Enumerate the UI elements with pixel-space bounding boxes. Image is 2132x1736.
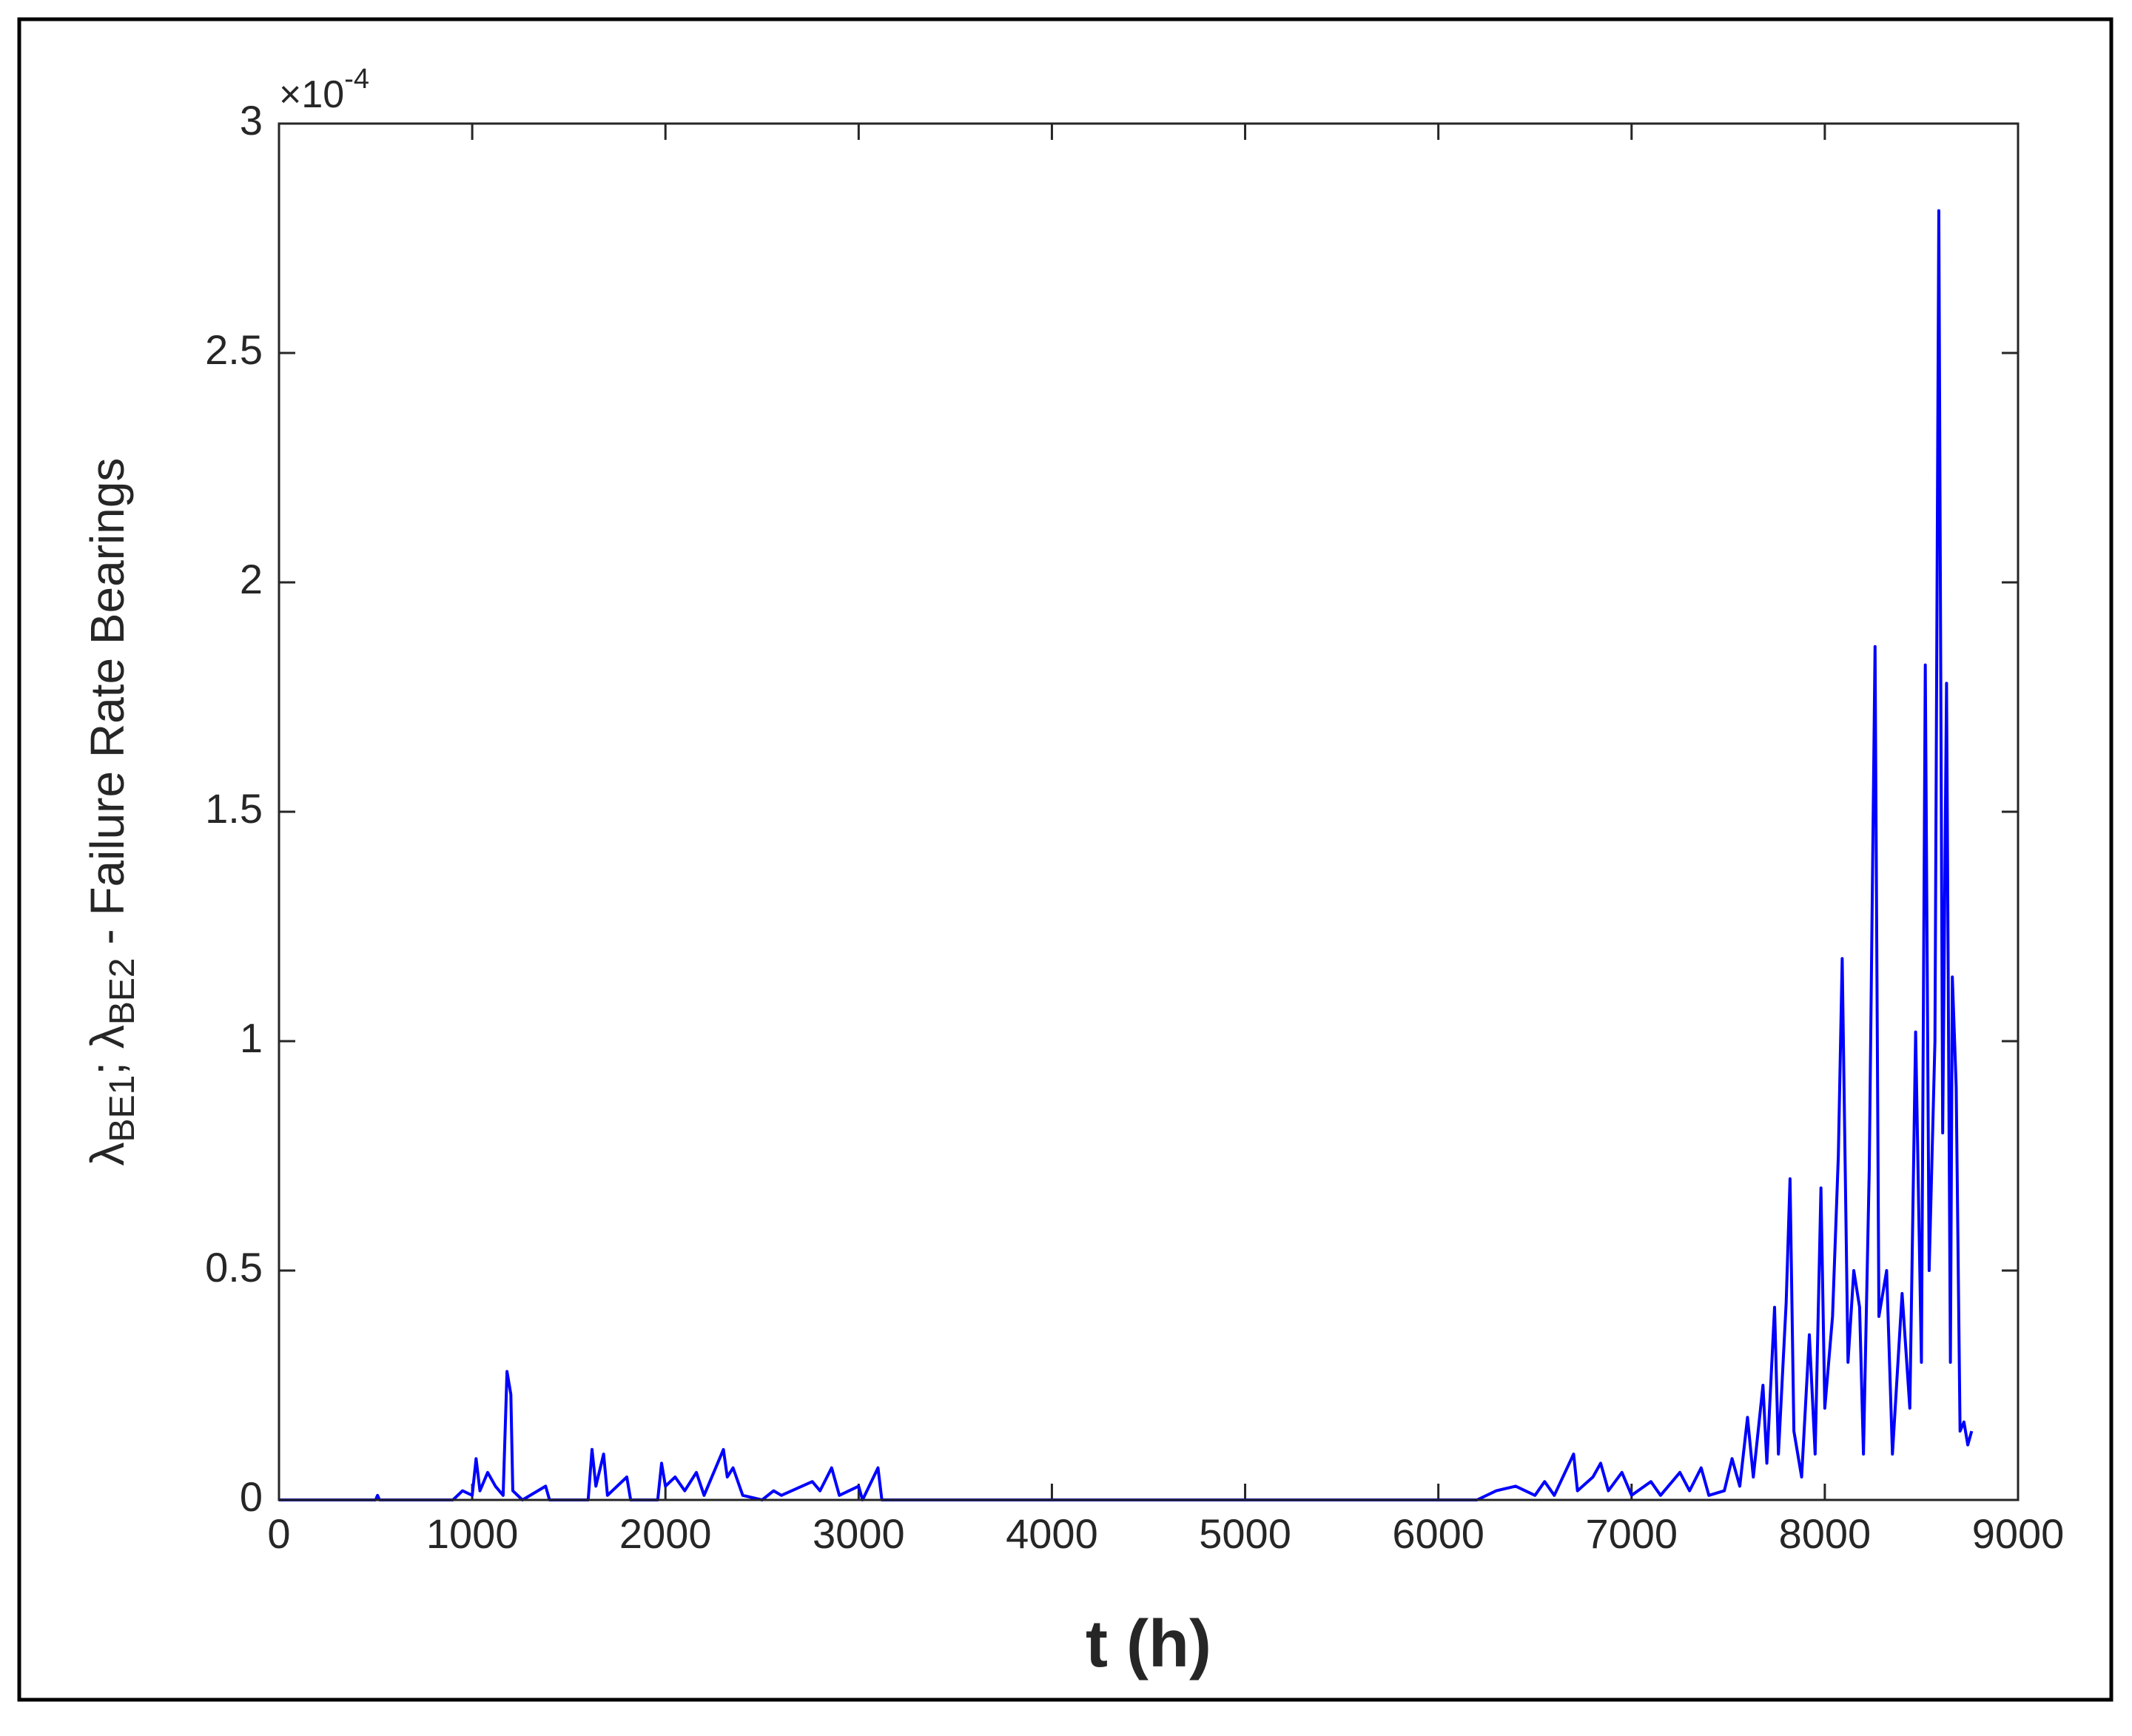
y-label-text: - Failure Rate Bearings — [81, 458, 134, 958]
x-axis-label: t (h) — [1086, 1607, 1211, 1681]
x-tick-label: 3000 — [813, 1510, 905, 1557]
y-label-text: ; λ — [81, 1025, 134, 1075]
x-tick-label: 7000 — [1585, 1510, 1678, 1557]
y-tick-label: 1 — [240, 1015, 263, 1061]
y-multiplier-base: ×10 — [279, 73, 344, 116]
x-tick-label: 5000 — [1199, 1510, 1291, 1557]
y-label-subscript: BE1 — [103, 1075, 142, 1143]
x-tick-label: 9000 — [1972, 1510, 2065, 1557]
x-tick-label: 4000 — [1006, 1510, 1098, 1557]
y-label-text: λ — [81, 1142, 134, 1165]
y-tick-label: 2.5 — [205, 326, 263, 373]
axes-box — [278, 122, 2020, 1501]
y-tick-label: 3 — [240, 97, 263, 144]
plot-area — [279, 124, 2018, 1500]
y-tick-label: 1.5 — [205, 785, 263, 832]
x-tick-label: 6000 — [1392, 1510, 1484, 1557]
y-multiplier-exponent: -4 — [344, 64, 369, 95]
y-tick-label: 2 — [240, 556, 263, 602]
x-tick-label: 1000 — [426, 1510, 519, 1557]
y-axis-label: λBE1; λBE2 - Failure Rate Bearings — [81, 458, 142, 1166]
x-tick-label: 0 — [267, 1510, 290, 1557]
y-tick-label: 0.5 — [205, 1244, 263, 1291]
y-tick-label: 0 — [240, 1473, 263, 1520]
x-tick-label: 8000 — [1779, 1510, 1872, 1557]
data-line — [279, 209, 1974, 1501]
y-multiplier: ×10-4 — [279, 64, 369, 116]
x-tick-label: 2000 — [619, 1510, 712, 1557]
y-label-subscript: BE2 — [103, 958, 142, 1025]
